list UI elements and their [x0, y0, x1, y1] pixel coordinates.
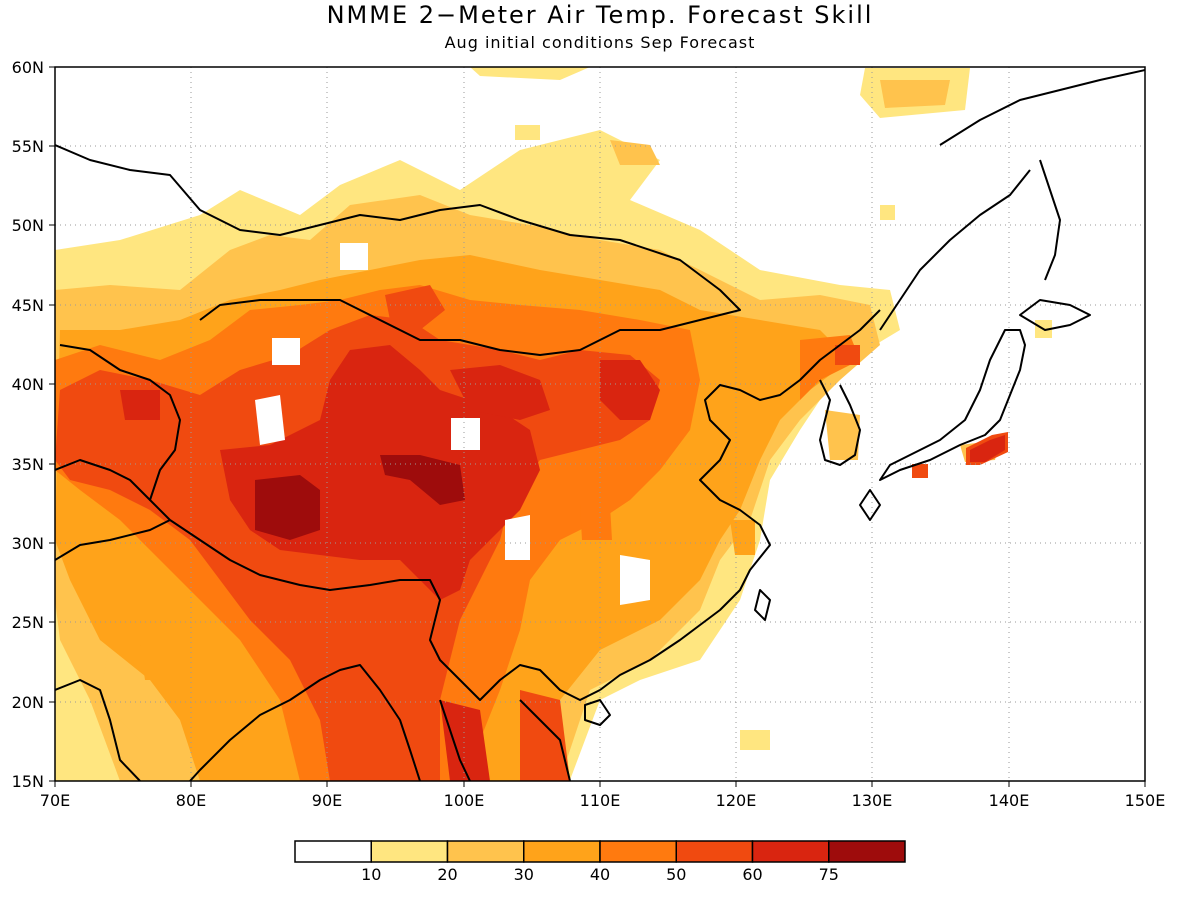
colorbar-swatch	[751, 840, 830, 863]
colorbar-label: 40	[590, 865, 610, 884]
colorbar-swatch	[523, 840, 601, 863]
lon-label: 110E	[580, 791, 621, 810]
lat-label: 15N	[12, 772, 44, 791]
lat-label: 30N	[12, 534, 44, 553]
colorbar-label: 50	[666, 865, 686, 884]
colorbar-label: 75	[819, 865, 839, 884]
lat-label: 50N	[12, 216, 44, 235]
colorbar-label: 10	[361, 865, 381, 884]
map-gridlines	[55, 67, 1145, 781]
skill-band-75-plus	[255, 455, 465, 540]
axis-ticks	[49, 66, 1146, 787]
lon-labels: 70E 80E 90E 100E 110E 120E 130E 140E 150…	[40, 791, 1166, 810]
lat-label: 60N	[12, 58, 44, 77]
colorbar-swatch	[675, 840, 754, 863]
lon-label: 90E	[312, 791, 342, 810]
lat-label: 20N	[12, 693, 44, 712]
lat-label: 45N	[12, 296, 44, 315]
colorbar-swatch	[446, 840, 525, 863]
map-subtitle: Aug initial conditions Sep Forecast	[444, 33, 756, 52]
lon-label: 70E	[40, 791, 70, 810]
lon-label: 150E	[1125, 791, 1166, 810]
lon-label: 80E	[176, 791, 206, 810]
coastlines	[55, 69, 1145, 781]
lon-label: 100E	[444, 791, 485, 810]
colorbar-label: 60	[742, 865, 762, 884]
lat-label: 25N	[12, 613, 44, 632]
lat-labels: 15N 20N 25N 30N 35N 40N 45N 50N 55N 60N	[12, 58, 44, 791]
lon-label: 120E	[716, 791, 757, 810]
colorbar-label: 30	[514, 865, 534, 884]
lat-label: 40N	[12, 375, 44, 394]
colorbar-swatch	[370, 840, 449, 863]
lat-label: 55N	[12, 137, 44, 156]
lat-label: 35N	[12, 455, 44, 474]
colorbar-swatch	[828, 840, 906, 863]
map-title: NMME 2−Meter Air Temp. Forecast Skill	[326, 1, 874, 29]
skill-shading	[55, 67, 1052, 781]
colorbar-swatch	[294, 840, 372, 863]
lon-label: 130E	[852, 791, 893, 810]
colorbar-label: 20	[437, 865, 457, 884]
colorbar: 10 20 30 40 50 60 75	[294, 840, 906, 884]
no-skill-areas	[255, 243, 650, 605]
colorbar-swatch	[599, 840, 677, 863]
lon-label: 140E	[989, 791, 1030, 810]
